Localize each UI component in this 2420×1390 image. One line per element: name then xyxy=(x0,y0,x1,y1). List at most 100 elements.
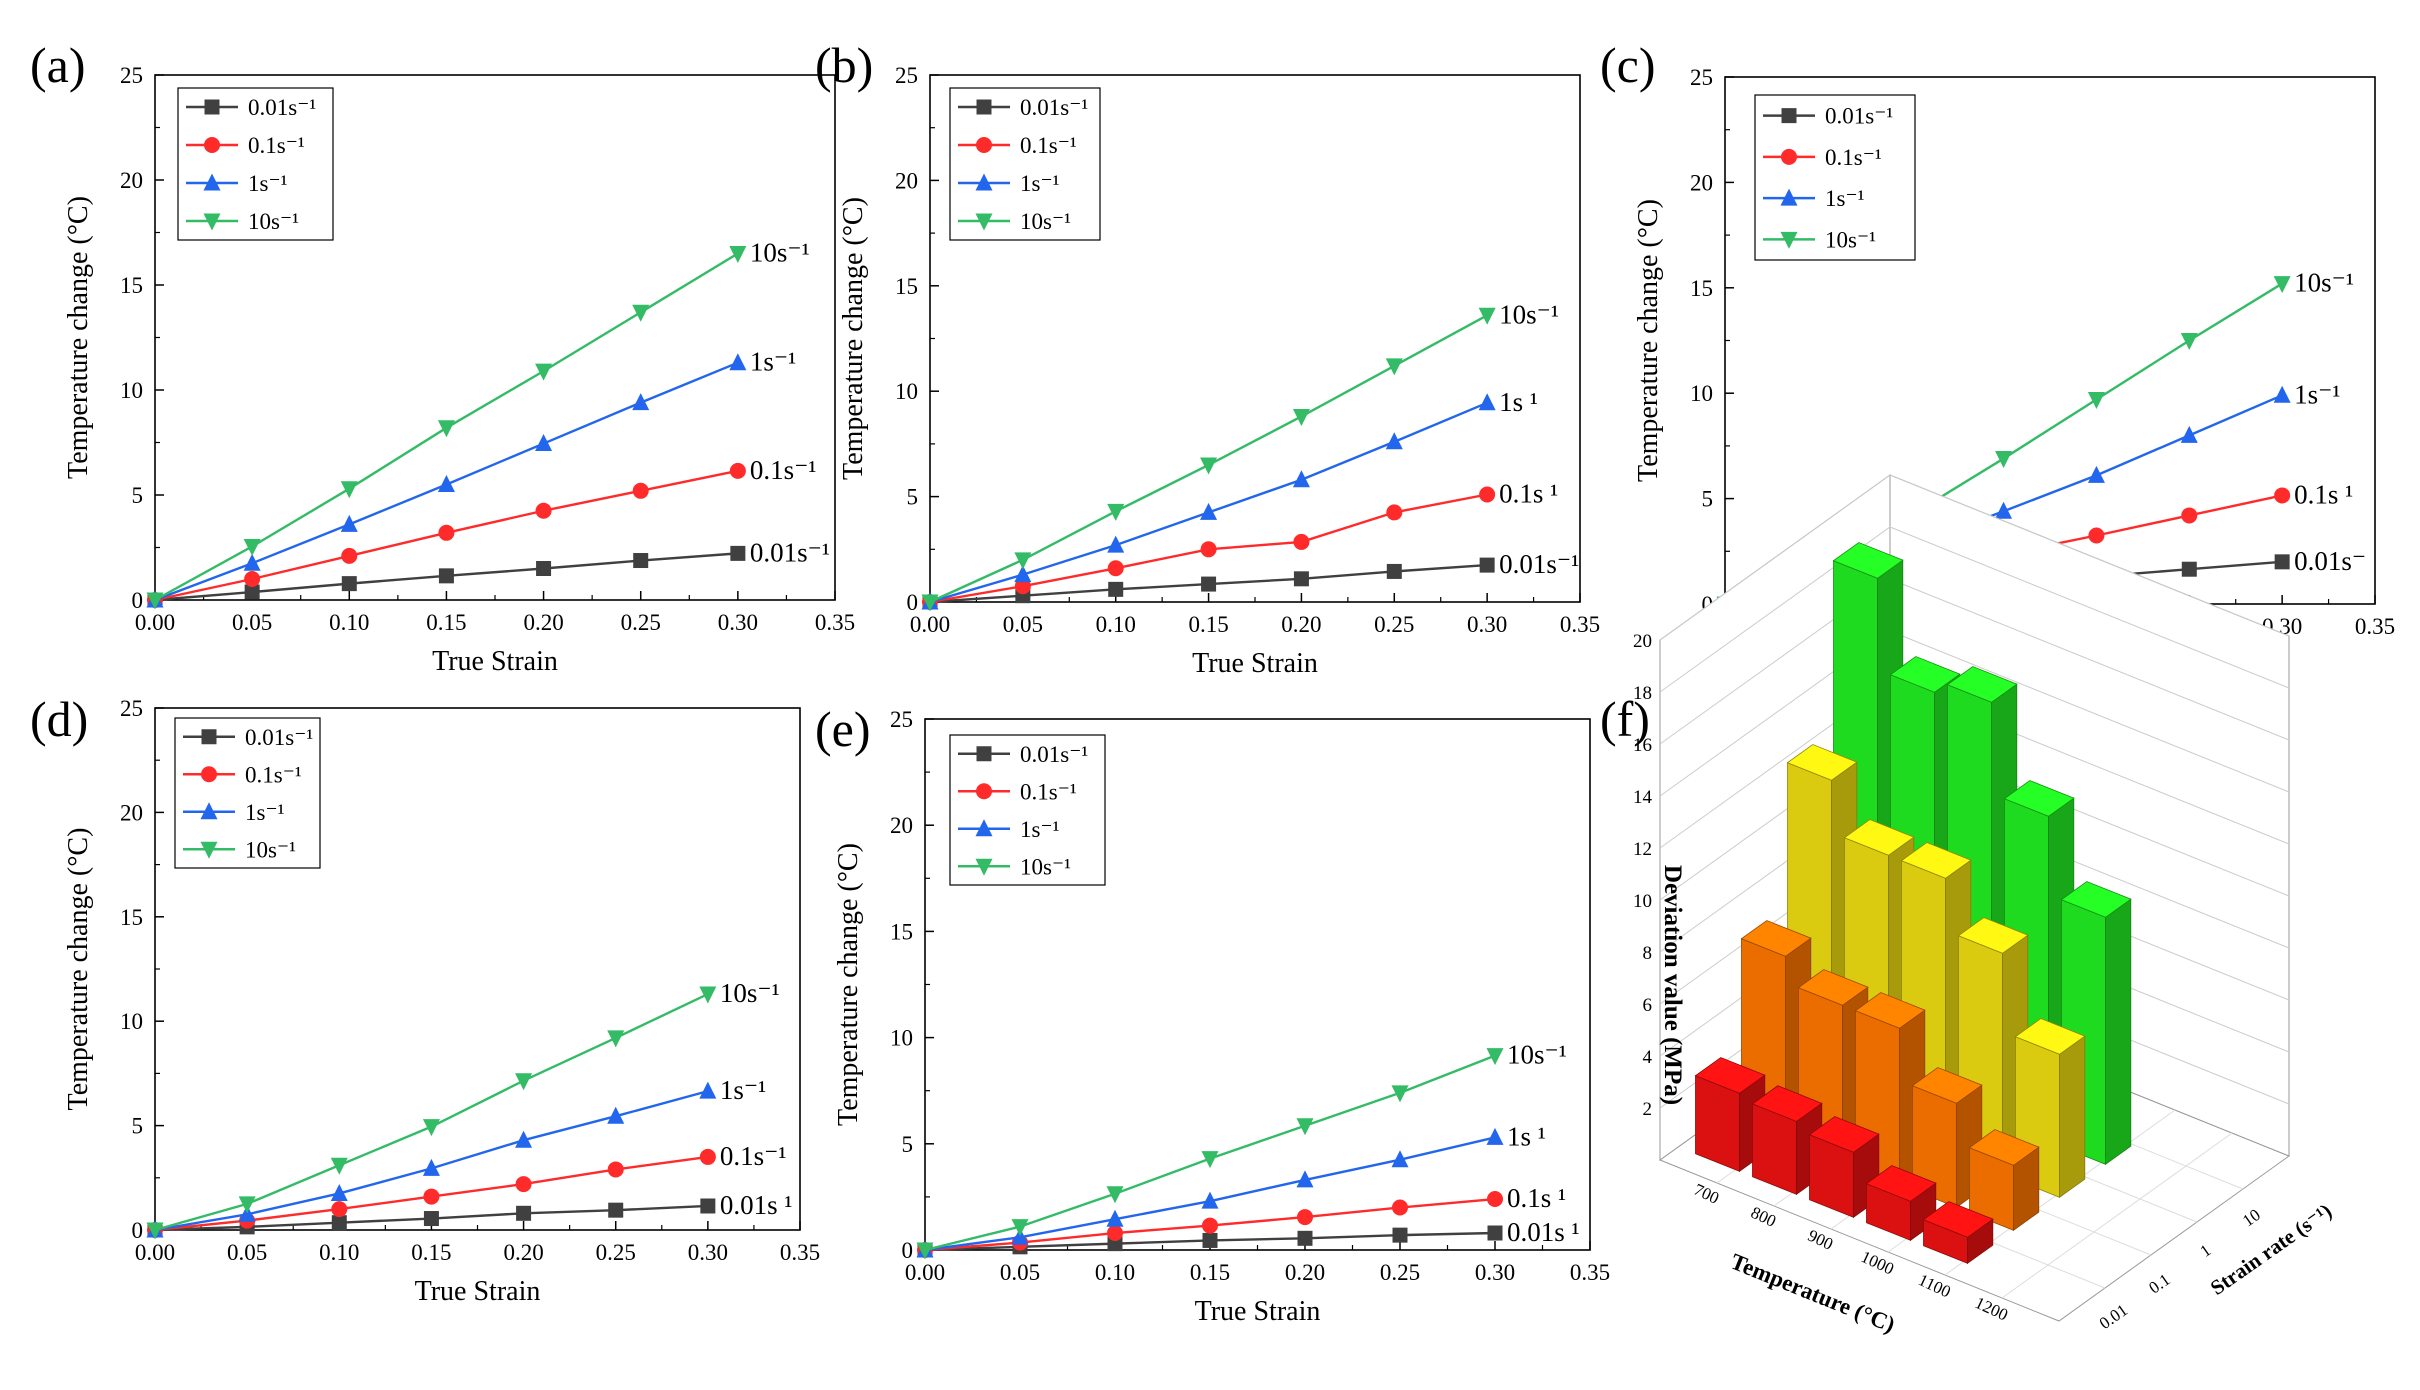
legend-label: 1s⁻¹ xyxy=(245,800,285,825)
series-end-label: 0.1s⁻¹ xyxy=(750,455,817,485)
data-point xyxy=(1486,1048,1504,1066)
data-point xyxy=(1200,457,1218,475)
legend-box xyxy=(949,87,1101,241)
data-point xyxy=(423,1211,439,1227)
x-tick-label: 0.20 xyxy=(523,610,563,635)
bar-top-face xyxy=(2060,881,2132,918)
data-point xyxy=(1392,1199,1408,1216)
z-tick-label: 18 xyxy=(1633,683,1652,704)
data-point xyxy=(535,363,553,381)
data-point xyxy=(1293,533,1310,550)
panel-label-c: (c) xyxy=(1600,37,1656,93)
strain-rate-tick-label: 10 xyxy=(2239,1205,2264,1230)
bar3d xyxy=(1911,1067,1983,1209)
data-point xyxy=(516,1205,532,1221)
data-point xyxy=(1479,486,1496,503)
legend: 0.01s⁻¹ 0.1s⁻¹ 1s⁻¹ 10s⁻¹ xyxy=(1754,94,1916,261)
x-axis-label: True Strain xyxy=(415,1276,541,1307)
data-point xyxy=(1106,1186,1124,1204)
data-point xyxy=(238,1196,256,1214)
data-point xyxy=(535,502,552,519)
z-tick-label: 20 xyxy=(1633,631,1652,652)
y-tick-label: 25 xyxy=(1690,65,1713,90)
z-tick-label: 16 xyxy=(1633,735,1652,756)
bar-top-face xyxy=(1797,969,1869,1006)
legend-marker xyxy=(975,173,993,191)
y-tick-label: 25 xyxy=(890,707,913,732)
x-tick-label: 0.30 xyxy=(1467,612,1507,637)
data-point xyxy=(1200,502,1218,520)
data-point xyxy=(1106,1209,1124,1227)
legend-marker xyxy=(976,99,992,115)
strain-rate-tick-label: 0.1 xyxy=(2145,1270,2173,1298)
data-point xyxy=(2180,425,2198,443)
temperature-tick-label: 900 xyxy=(1805,1226,1836,1254)
legend-label: 1s⁻¹ xyxy=(1020,817,1060,842)
data-point xyxy=(422,1158,440,1176)
y-tick-label: 5 xyxy=(132,483,144,508)
data-point xyxy=(699,1148,716,1165)
x-axis-label: True Strain xyxy=(432,646,558,677)
legend-label: 0.01s⁻¹ xyxy=(1020,742,1088,767)
x-tick-label: 0.25 xyxy=(1374,612,1414,637)
y-tick-label: 0 xyxy=(132,1218,144,1243)
data-point xyxy=(633,553,649,569)
data-point xyxy=(729,246,747,263)
legend-label: 0.01s⁻¹ xyxy=(1825,104,1893,129)
data-point xyxy=(2181,507,2198,524)
y-axis-label: Temperature change (°C) xyxy=(838,197,869,480)
bar-top-face xyxy=(1911,1067,1983,1104)
y-tick-label: 5 xyxy=(132,1114,144,1139)
data-point xyxy=(1486,1127,1504,1145)
data-point xyxy=(437,420,455,438)
panel-label-b: (b) xyxy=(815,37,874,93)
data-point xyxy=(1107,535,1125,553)
bar-top-face xyxy=(2014,1018,2086,1055)
data-point xyxy=(608,1202,624,1218)
panel-label-f: (f) xyxy=(1600,691,1650,747)
data-point xyxy=(1478,393,1496,411)
legend-marker xyxy=(975,213,993,231)
z-gridline xyxy=(1659,474,2290,641)
data-point xyxy=(146,592,164,610)
data-point xyxy=(729,462,746,479)
data-point xyxy=(515,1073,533,1091)
x-tick-label: 0.30 xyxy=(718,610,758,635)
y-tick-label: 25 xyxy=(120,63,143,88)
data-point xyxy=(1292,408,1310,426)
legend-marker xyxy=(200,841,218,859)
data-point xyxy=(2088,527,2105,544)
y-tick-label: 20 xyxy=(895,168,918,193)
series-end-label: 0.1s ¹ xyxy=(2294,479,2353,509)
line-chart-panel: 0.00 0.05 0.10 0.15 0.20 0.25 0.30 0.35 0 5 10 15 20… xyxy=(838,63,1600,679)
x-tick-label: 0.20 xyxy=(1285,1260,1325,1285)
data-point xyxy=(437,475,455,492)
y-tick-label: 20 xyxy=(890,813,913,838)
data-point xyxy=(607,1030,625,1048)
z-tick-label: 12 xyxy=(1633,839,1652,860)
x-tick-label: 0.00 xyxy=(910,612,950,637)
legend: 0.01s⁻¹ 0.1s⁻¹ 1s⁻¹ 10s⁻¹ xyxy=(177,87,334,241)
legend-marker xyxy=(976,783,992,800)
panel-label-e: (e) xyxy=(815,701,871,757)
legend-label: 0.1s⁻¹ xyxy=(248,133,305,158)
series-line xyxy=(929,401,1488,604)
legend-label: 0.01s⁻¹ xyxy=(248,95,316,120)
series-end-label: 10s⁻¹ xyxy=(1507,1040,1567,1070)
legend-label: 10s⁻¹ xyxy=(1020,854,1071,879)
data-point xyxy=(535,434,553,452)
data-point xyxy=(1391,1085,1409,1103)
legend-marker xyxy=(201,729,217,745)
legend-label: 0.1s⁻¹ xyxy=(1825,145,1882,170)
data-point xyxy=(330,1183,348,1201)
data-point xyxy=(1293,571,1309,587)
data-point xyxy=(422,1119,440,1137)
data-point xyxy=(1201,576,1217,592)
x-tick-label: 0.05 xyxy=(227,1240,267,1265)
z-axis-label: Deviation value (MPa) xyxy=(1659,865,1686,1105)
panel-label-d: (d) xyxy=(30,691,89,747)
legend-marker xyxy=(1781,148,1797,165)
y-tick-label: 0 xyxy=(1702,592,1714,617)
series-end-label: 1s ¹ xyxy=(1499,387,1538,417)
data-point xyxy=(1385,358,1403,376)
